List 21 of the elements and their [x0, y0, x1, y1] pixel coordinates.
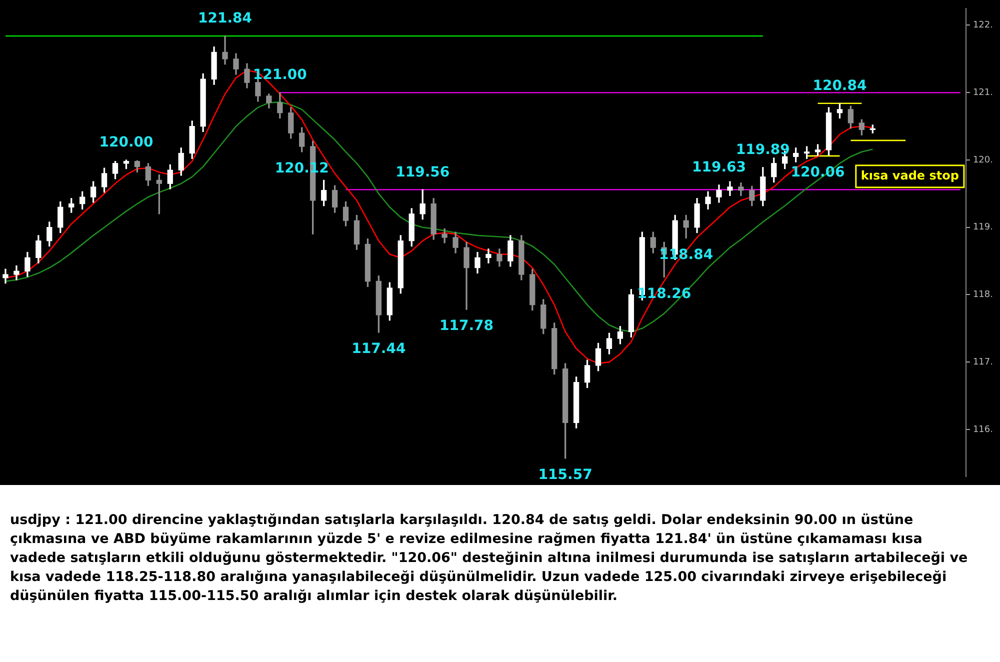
annotation: 117.78	[440, 318, 494, 334]
y-tick-label: 121.	[972, 88, 994, 98]
candlestick	[486, 248, 492, 264]
annotation: 120.00	[99, 134, 154, 151]
annotation: 119.89	[736, 142, 790, 158]
text: usdjpy : 121.00 direncine yaklaştığından satışlarla karşılaşıldı. 120.84 de satış geldi. Dolar endeksinin 90.00 ın üstüne çıkmasına ve ABD büyüme rakamlarının yüzde 5' e revize edilmesine rağmen fiyatta 121.84' ün üstüne çıkamaması kısa vadede satışların etkili olduğunu göstermektedir. "120.06" desteğinin altına inilmesi durumunda ise satışların artabileceği ve kısa vadede 118.25-118.80 aralığına yanaşılabileceği düşünülmelidir. Uzun vadede 125.00 civarındaki zirveye erişebileceği düşünülen fiyatta 115.00-115.50 aralığı alımlar için destek olarak düşünülebilir.	[9, 511, 969, 606]
annotation: 119.63	[692, 160, 746, 176]
annotation: kısa vade stop	[860, 168, 960, 183]
y-tick-label: 117.	[972, 357, 994, 368]
y-tick-label: 119.	[972, 222, 994, 233]
annotation: 115.57	[538, 467, 592, 484]
annotation: 119.56	[396, 164, 450, 180]
y-tick-label: 122.	[972, 20, 994, 31]
y-tick-label: 118.	[972, 290, 994, 300]
candlestick	[222, 36, 228, 65]
annotation: 117.44	[352, 341, 406, 358]
annotation: 120.84	[812, 78, 867, 94]
y-tick-label: 116.	[972, 424, 994, 435]
candlestick	[727, 181, 733, 196]
y-tick-label: 120.	[972, 155, 994, 166]
annotation: 121.84	[198, 10, 252, 27]
